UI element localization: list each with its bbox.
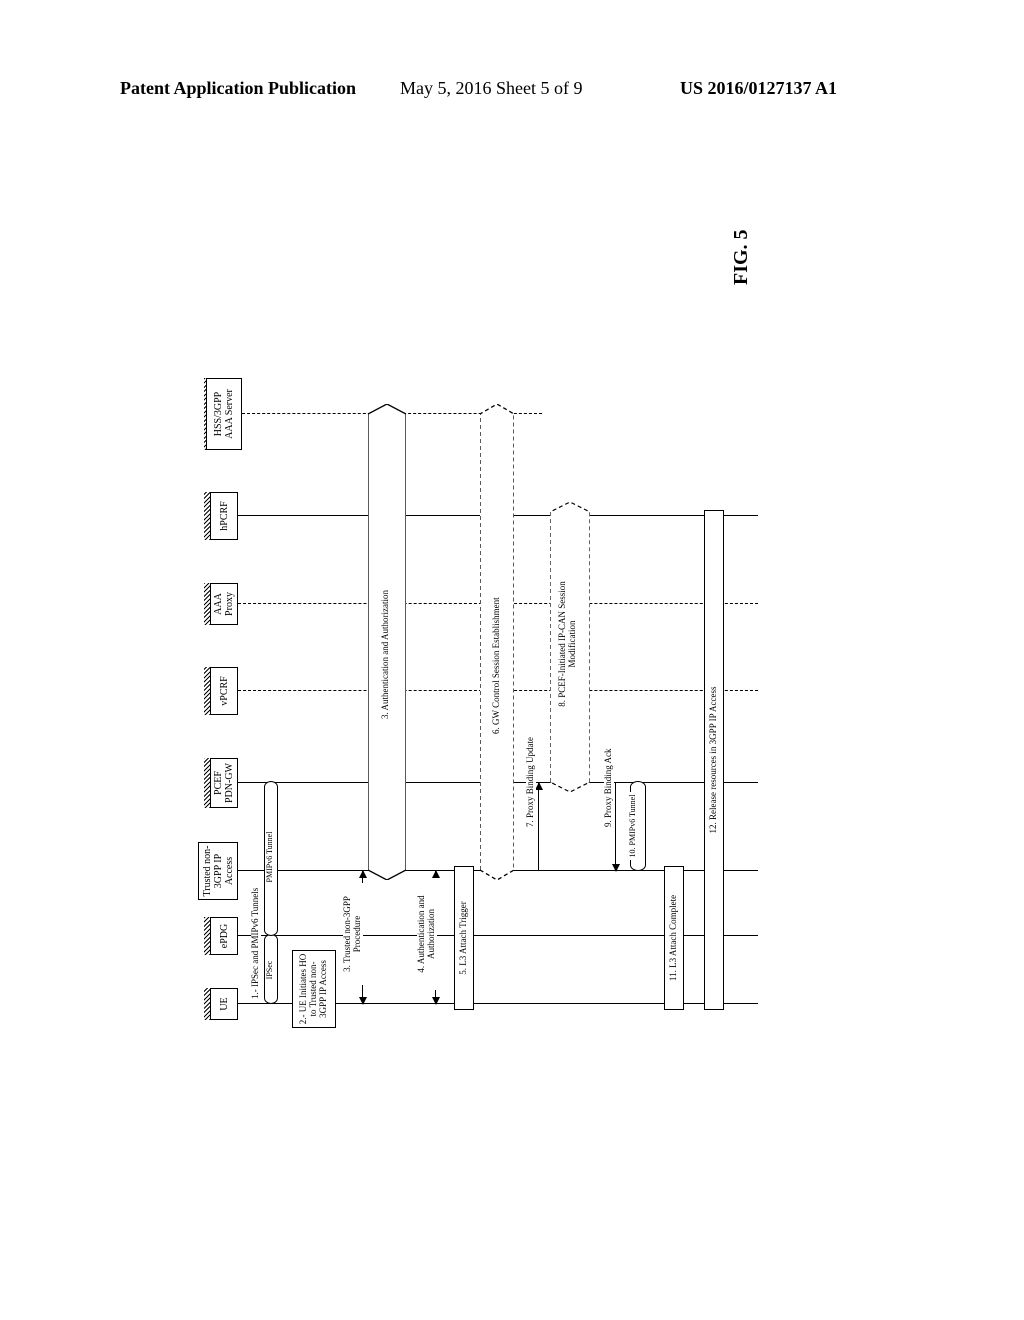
step7-label: 7. Proxy Binding Update — [526, 736, 536, 828]
step3-proc-label: 3. Trusted non-3GPP Procedure — [343, 883, 363, 985]
step12-box: 12. Release resources in 3GPP IP Access — [704, 510, 724, 1010]
node-pcef: PCEF PDN-GW — [210, 758, 238, 808]
step6-label: 6. GW Control Session Establishment — [492, 596, 502, 735]
header-date: May 5, 2016 Sheet 5 of 9 — [400, 78, 582, 99]
step10-label: 10. PMIPv6 Tunnel — [629, 792, 638, 860]
header-left: Patent Application Publication — [120, 78, 356, 99]
sequence-diagram: UE ePDG Trusted non-3GPP IP Access PCEF … — [115, 375, 855, 925]
figure-label: FIG. 5 — [730, 229, 753, 285]
step11-box: 11. L3 Attach Complete — [664, 866, 684, 1010]
step7-arrow — [538, 783, 539, 871]
node-hpcrf: hPCRF — [210, 492, 238, 540]
step3-label: 3. Authentication and Authorization — [381, 589, 391, 720]
node-ue: UE — [210, 988, 238, 1020]
node-aaaproxy: AAA Proxy — [210, 583, 238, 625]
step5-box: 5. L3 Attach Trigger — [454, 866, 474, 1010]
node-trusted: Trusted non-3GPP IP Access — [198, 842, 238, 900]
step2-box: 2.- UE Initiates HO to Trusted non-3GPP … — [292, 950, 336, 1028]
header-pubno: US 2016/0127137 A1 — [680, 78, 837, 99]
step9-label: 9. Proxy Binding Ack — [604, 747, 614, 828]
step8-label: 8. PCEF-Initiated IP-CAN Session Modific… — [558, 568, 578, 720]
pmipv6-label-a: PMIPv6 Tunnel — [266, 802, 274, 912]
node-epdg: ePDG — [210, 917, 238, 955]
node-vpcrf: vPCRF — [210, 667, 238, 715]
step4-label: 4. Authentication and Authorization — [417, 878, 437, 990]
step9-arrow — [615, 783, 616, 871]
node-hss: HSS/3GPP AAA Server — [206, 378, 242, 450]
ipsec-label: IPSec — [266, 952, 274, 988]
step1-label: 1.- IPSec and PMIPv6 Tunnels — [251, 887, 261, 1000]
